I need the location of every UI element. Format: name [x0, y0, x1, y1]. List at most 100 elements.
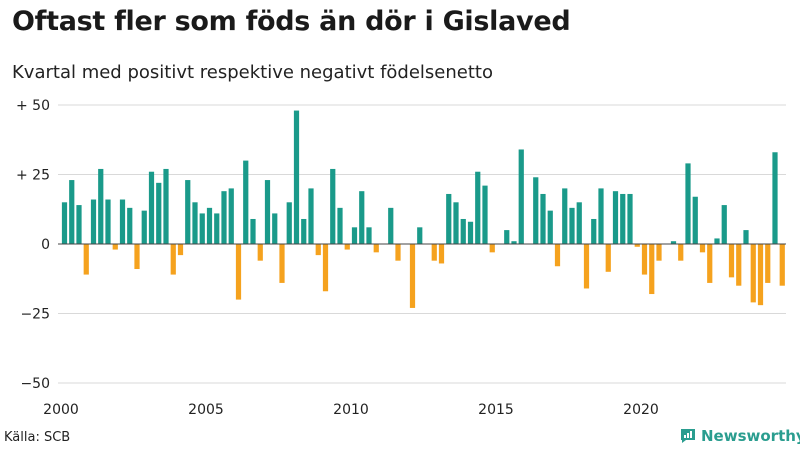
bar-2018-Q3	[598, 188, 604, 244]
bar-2009-Q3	[337, 207, 343, 244]
brand-name: Newsworthy	[701, 427, 800, 445]
bar-2010-Q1	[351, 227, 358, 244]
bar-2018-Q2	[591, 218, 597, 244]
brand-logo[interactable]: Newsworthy	[680, 427, 800, 445]
x-tick-label: 2005	[188, 402, 224, 418]
bar-2001-Q1	[90, 199, 97, 244]
bar-2004-Q1	[177, 244, 184, 256]
bar-2019-Q4	[634, 244, 640, 247]
bar-2008-Q4	[315, 244, 321, 256]
gridlines	[58, 104, 786, 384]
bars	[61, 110, 785, 308]
bar-2017-Q3	[569, 207, 575, 244]
bar-2013-Q4	[460, 218, 466, 244]
bar-2007-Q2	[272, 213, 278, 244]
bar-2003-Q1	[148, 171, 155, 244]
bar-2021-Q3	[685, 163, 691, 244]
bar-2005-Q3	[221, 191, 227, 244]
bar-2002-Q3	[134, 244, 140, 270]
y-tick-label: + 25	[16, 168, 50, 184]
bar-2004-Q4	[199, 213, 205, 244]
bar-2020-Q1	[641, 244, 648, 275]
bar-2015-Q4	[518, 149, 524, 244]
bar-2019-Q1	[612, 191, 619, 244]
bar-2015-Q2	[504, 230, 510, 244]
bar-2006-Q4	[257, 244, 263, 261]
bar-2001-Q3	[105, 199, 111, 244]
bar-2011-Q2	[388, 207, 394, 244]
bar-2002-Q1	[119, 199, 126, 244]
bar-2001-Q2	[98, 168, 104, 244]
chart-title: Oftast fler som föds än dör i Gislaved	[12, 6, 571, 37]
bar-2020-Q3	[656, 244, 662, 261]
bar-2023-Q4	[750, 244, 756, 303]
bar-2009-Q1	[322, 244, 329, 292]
bar-2021-Q4	[692, 196, 698, 244]
bar-2006-Q2	[243, 160, 249, 244]
source-note: Källa: SCB	[4, 430, 71, 445]
bar-2002-Q2	[127, 207, 133, 244]
bar-2013-Q1	[438, 244, 445, 264]
bar-2018-Q4	[605, 244, 611, 272]
bar-2024-Q1	[757, 244, 764, 306]
bar-2014-Q4	[489, 244, 495, 253]
bar-2007-Q4	[286, 202, 292, 244]
bar-2013-Q3	[453, 202, 459, 244]
bar-2014-Q2	[475, 171, 481, 244]
bar-2022-Q1	[699, 244, 706, 253]
bar-2017-Q4	[576, 202, 582, 244]
bar-2006-Q3	[250, 218, 256, 244]
bar-2020-Q2	[649, 244, 655, 295]
bar-2008-Q2	[301, 218, 307, 244]
bar-2019-Q2	[620, 193, 626, 244]
bar-2011-Q3	[395, 244, 401, 261]
bar-2021-Q1	[670, 241, 677, 244]
bar-2012-Q4	[431, 244, 437, 261]
y-tick-label: + 50	[16, 98, 50, 114]
bar-2000-Q1	[61, 202, 68, 244]
x-tick-label: 2010	[333, 402, 369, 418]
bar-2009-Q2	[330, 168, 336, 244]
bar-2014-Q1	[467, 221, 474, 244]
bar-2017-Q2	[562, 188, 568, 244]
bar-2000-Q2	[69, 180, 75, 244]
bar-2003-Q4	[170, 244, 176, 275]
bar-2005-Q2	[214, 213, 220, 244]
bar-2007-Q1	[264, 180, 271, 244]
bar-2024-Q4	[779, 244, 785, 286]
bar-2005-Q4	[228, 188, 234, 244]
bar-2010-Q4	[373, 244, 379, 253]
bar-2022-Q2	[707, 244, 713, 283]
y-tick-label: −50	[20, 376, 50, 392]
bar-2016-Q4	[547, 210, 553, 244]
bar-2004-Q2	[185, 180, 191, 244]
y-tick-label: 0	[41, 237, 50, 253]
bar-2006-Q1	[235, 244, 242, 300]
x-tick-label: 2020	[623, 402, 659, 418]
y-tick-label: −25	[20, 307, 50, 323]
bar-2012-Q2	[417, 227, 423, 244]
bar-2022-Q4	[721, 205, 727, 244]
bar-2008-Q1	[293, 110, 300, 244]
bar-2015-Q3	[511, 241, 517, 244]
newsworthy-icon	[681, 429, 695, 443]
bar-chart: + 50 + 25 0 −25 −50 2000 2005 2010 2015 2020	[16, 98, 786, 418]
bar-2005-Q1	[206, 207, 213, 244]
bar-2016-Q3	[540, 193, 546, 244]
bar-2000-Q3	[76, 205, 82, 244]
bar-2008-Q3	[308, 188, 314, 244]
bar-2021-Q2	[678, 244, 684, 261]
bar-2023-Q3	[743, 230, 749, 244]
bar-2004-Q3	[192, 202, 198, 244]
x-tick-label: 2015	[478, 402, 514, 418]
bar-2024-Q3	[772, 152, 778, 244]
bar-2013-Q2	[446, 193, 452, 244]
bar-2003-Q3	[163, 168, 169, 244]
bar-2009-Q4	[344, 244, 350, 250]
bar-2023-Q2	[736, 244, 742, 286]
bar-2007-Q3	[279, 244, 285, 283]
bar-2022-Q3	[714, 238, 720, 244]
bar-2003-Q2	[156, 182, 162, 244]
axes: + 50 + 25 0 −25 −50 2000 2005 2010 2015 2020	[16, 98, 786, 418]
bar-2001-Q4	[112, 244, 118, 250]
